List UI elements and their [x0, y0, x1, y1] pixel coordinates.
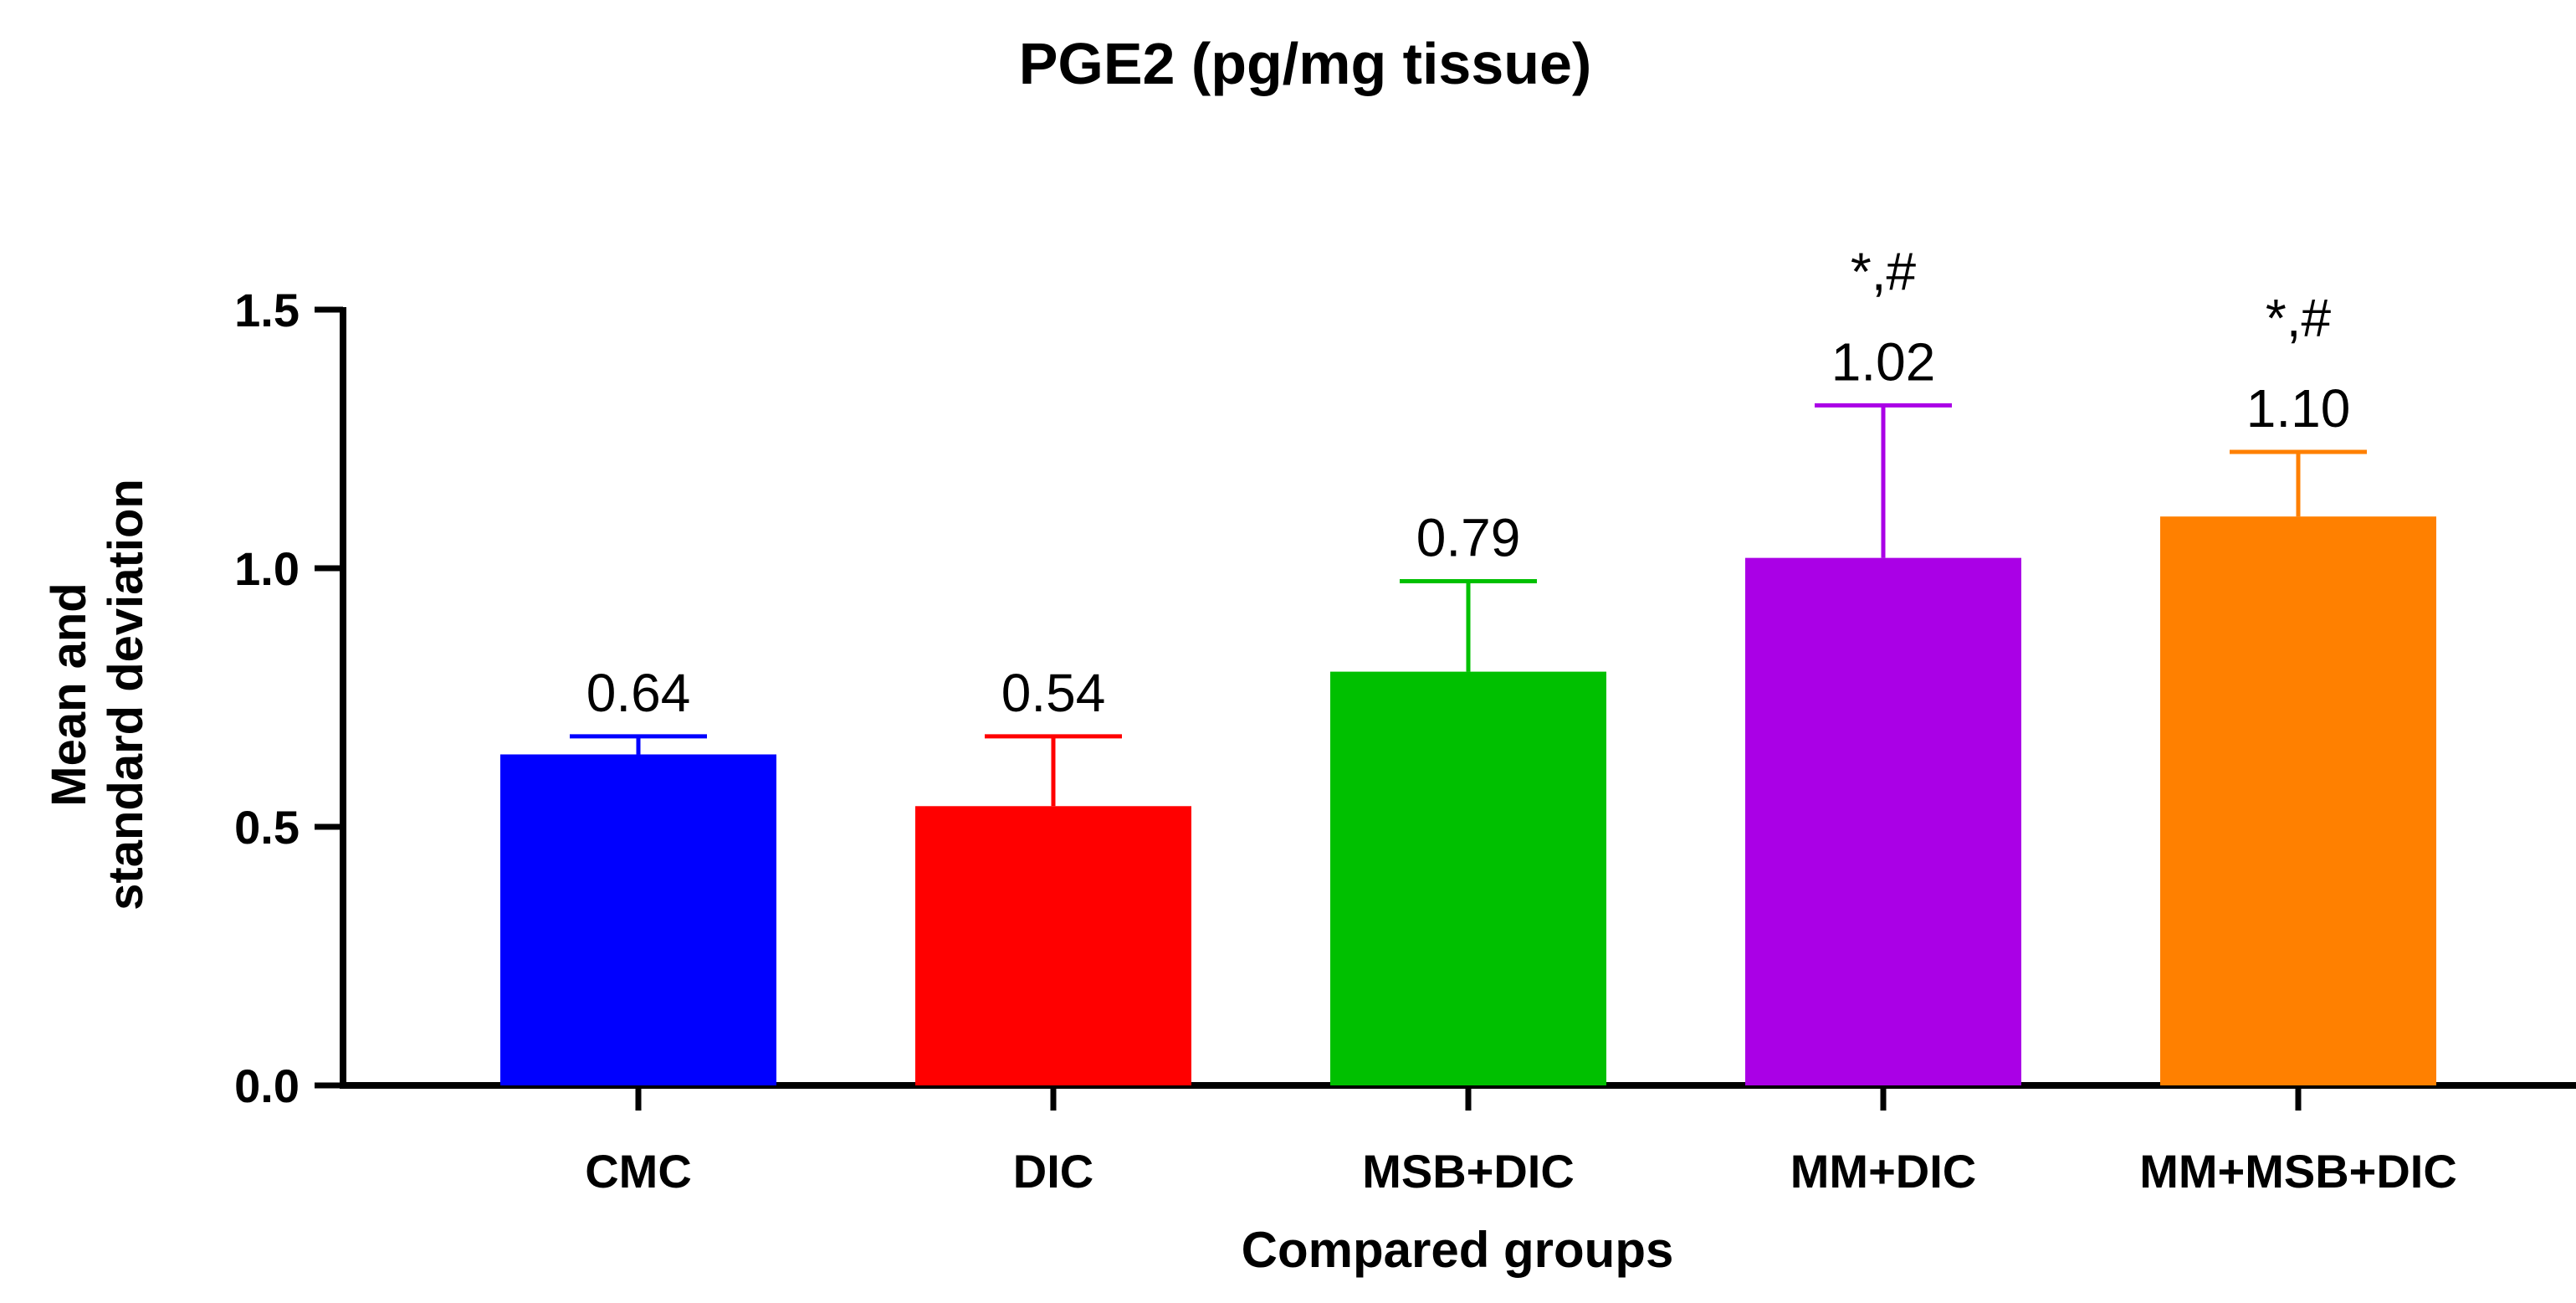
x-tick-label: MM+DIC: [1790, 1145, 1976, 1198]
y-tick-label: 1.0: [234, 542, 300, 595]
value-label: 1.10: [2246, 378, 2351, 439]
bar-mm-msb-dic: [2160, 516, 2436, 1085]
x-tick-label: MSB+DIC: [1362, 1145, 1575, 1198]
y-axis-label: Mean and standard deviation: [42, 479, 153, 911]
x-axis-label: Compared groups: [1242, 1222, 1674, 1278]
bar-cmc: [500, 754, 776, 1085]
value-label: 1.02: [1831, 331, 1936, 392]
x-tick-label: DIC: [1013, 1145, 1093, 1198]
significance-label: *,#: [1851, 241, 1917, 301]
value-labels: 0.64 0.54 0.79 1.02 *,# 1.10 *,#: [586, 241, 2351, 723]
value-label: 0.64: [586, 663, 691, 723]
y-axis-label-line-2: standard deviation: [99, 479, 153, 911]
significance-label: *,#: [2266, 288, 2332, 348]
y-tick-label: 1.5: [234, 284, 300, 336]
y-tick-label: 0.0: [234, 1059, 300, 1112]
error-bars: [570, 403, 2367, 807]
x-tick-label: CMC: [585, 1145, 692, 1198]
chart-title: PGE2 (pg/mg tissue): [1019, 31, 1592, 96]
bar-msb-dic: [1330, 671, 1606, 1085]
value-label: 0.79: [1416, 507, 1521, 567]
y-axis-label-line-1: Mean and: [42, 582, 96, 807]
value-label: 0.54: [1001, 663, 1106, 723]
x-tick-label: MM+MSB+DIC: [2139, 1145, 2457, 1198]
bar-mm-dic: [1745, 557, 2021, 1085]
bars: [500, 516, 2436, 1085]
y-tick-label: 0.5: [234, 801, 300, 854]
bar-dic: [915, 806, 1191, 1085]
